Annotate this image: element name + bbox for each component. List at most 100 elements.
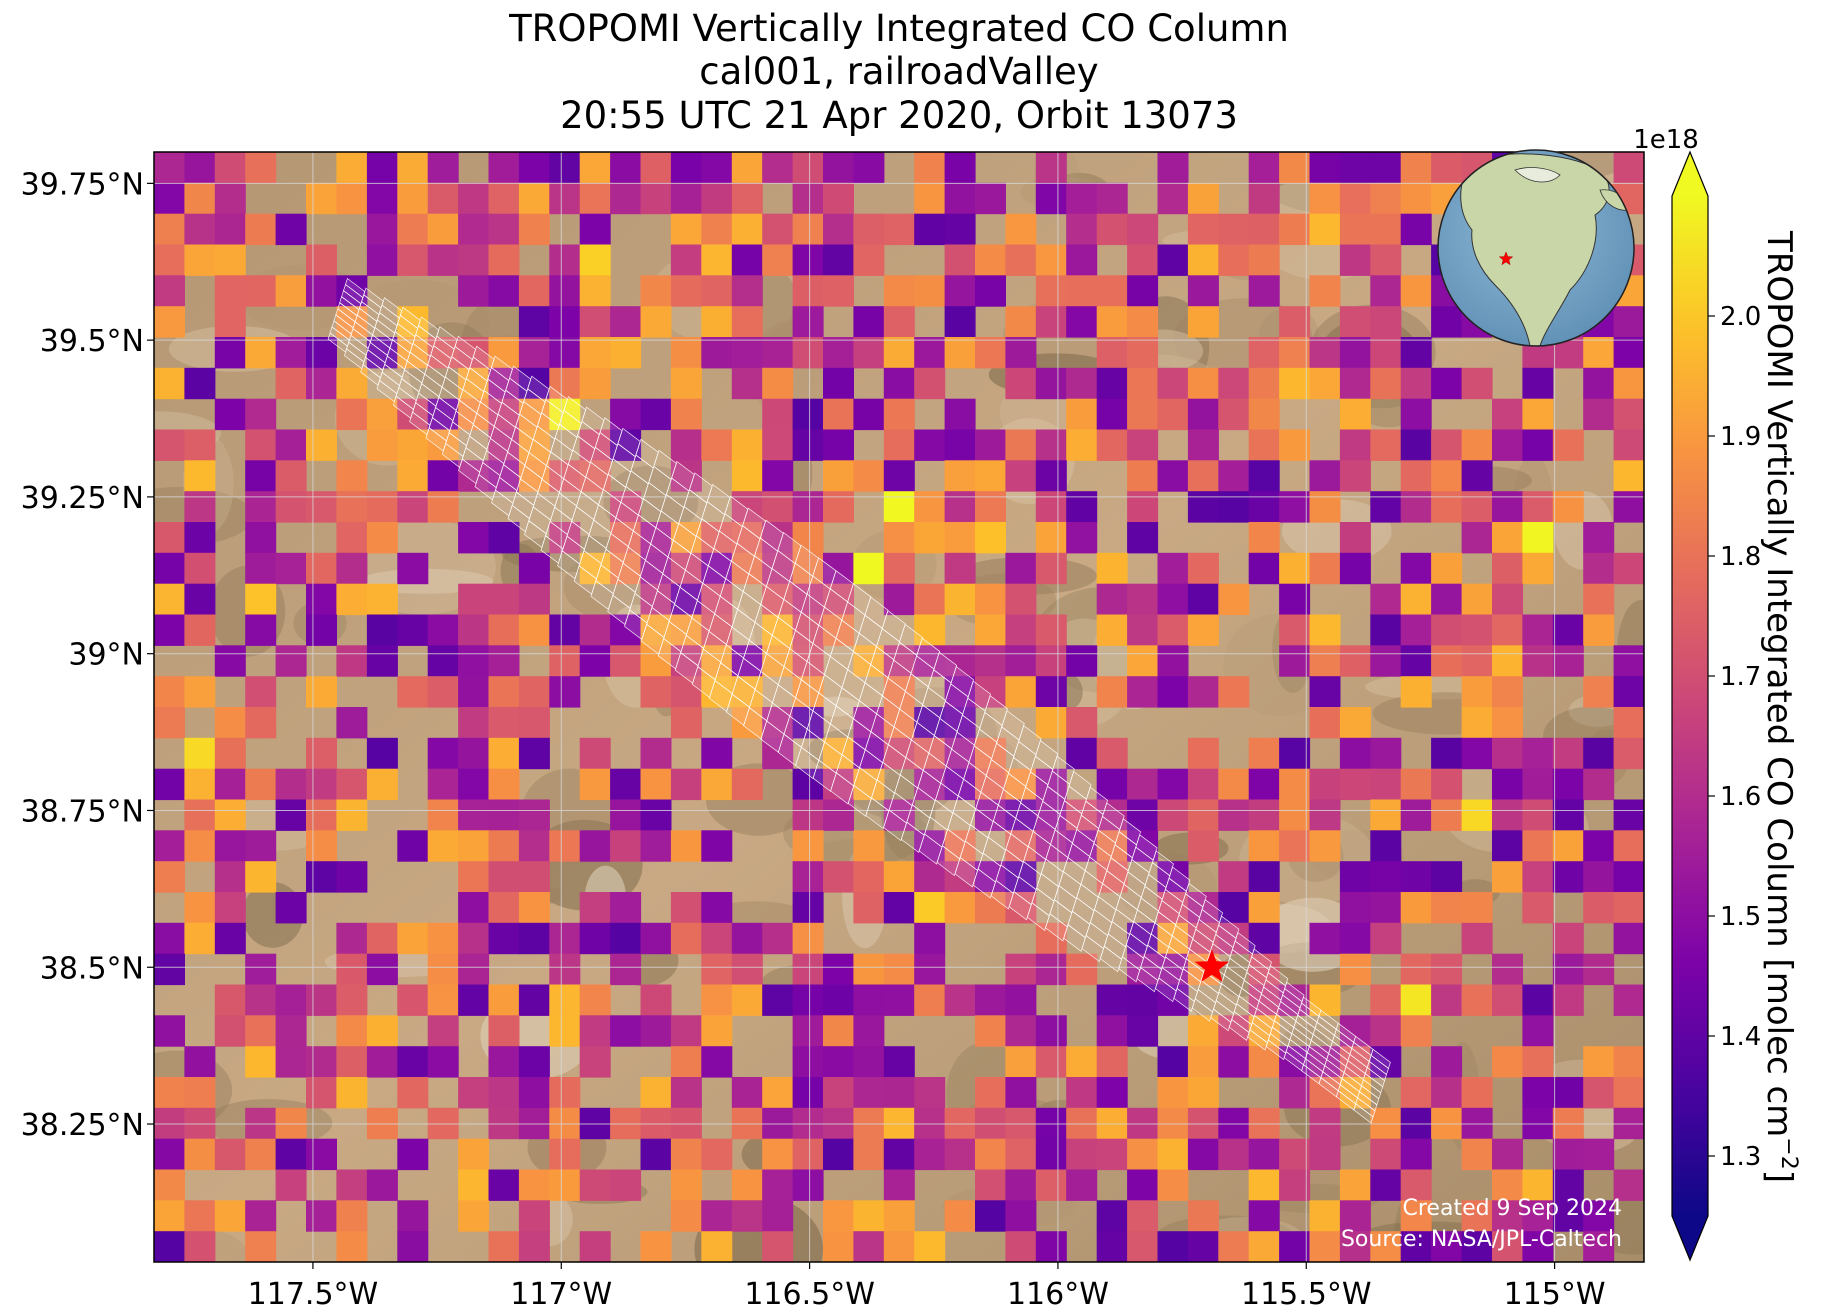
co-pixel bbox=[640, 398, 672, 431]
swath-footprint bbox=[918, 833, 943, 865]
co-pixel bbox=[883, 892, 915, 924]
co-pixel bbox=[1066, 244, 1098, 276]
co-pixel bbox=[1552, 984, 1584, 1016]
co-pixel bbox=[1066, 182, 1098, 215]
co-pixel bbox=[883, 984, 915, 1016]
co-pixel bbox=[184, 182, 216, 215]
co-pixel bbox=[762, 1200, 794, 1232]
co-pixel bbox=[184, 583, 216, 616]
co-pixel bbox=[731, 152, 763, 184]
co-pixel bbox=[1279, 1231, 1311, 1262]
co-pixel bbox=[1339, 244, 1371, 276]
co-pixel bbox=[366, 398, 398, 431]
co-pixel bbox=[670, 522, 702, 554]
co-pixel bbox=[792, 922, 824, 955]
co-pixel bbox=[731, 1169, 763, 1201]
co-pixel bbox=[1400, 1015, 1432, 1047]
co-pixel bbox=[579, 922, 611, 955]
co-pixel bbox=[853, 1015, 885, 1047]
co-pixel bbox=[306, 1138, 337, 1171]
co-pixel bbox=[579, 892, 611, 924]
co-pixel bbox=[1157, 922, 1189, 955]
co-pixel bbox=[1370, 1107, 1402, 1140]
co-pixel bbox=[1035, 460, 1067, 492]
co-pixel bbox=[1339, 460, 1371, 492]
co-pixel bbox=[1370, 737, 1402, 770]
co-pixel bbox=[1370, 213, 1402, 246]
co-pixel bbox=[944, 491, 976, 523]
co-pixel bbox=[1066, 953, 1098, 986]
co-pixel bbox=[275, 213, 307, 246]
colorbar-tick-label: 1.7 bbox=[1720, 662, 1761, 692]
colorbar-label-superscript: −2 bbox=[1776, 1137, 1801, 1169]
co-pixel bbox=[306, 429, 337, 461]
co-pixel bbox=[823, 213, 854, 246]
co-pixel bbox=[610, 830, 642, 862]
co-pixel bbox=[1309, 1077, 1341, 1109]
co-pixel bbox=[275, 892, 307, 924]
co-pixel bbox=[1400, 583, 1432, 616]
co-pixel bbox=[1157, 182, 1189, 215]
co-pixel bbox=[610, 922, 642, 955]
co-pixel bbox=[184, 1107, 216, 1140]
co-pixel bbox=[275, 984, 307, 1016]
co-pixel bbox=[1127, 830, 1159, 862]
co-pixel bbox=[914, 1231, 946, 1262]
co-pixel bbox=[245, 1138, 277, 1171]
co-pixel bbox=[1552, 491, 1584, 523]
co-pixel bbox=[306, 737, 337, 770]
co-pixel bbox=[306, 275, 337, 307]
co-pixel bbox=[1339, 1015, 1371, 1047]
co-pixel bbox=[488, 244, 520, 276]
co-pixel bbox=[853, 830, 885, 862]
co-pixel bbox=[1157, 244, 1189, 276]
co-pixel bbox=[792, 398, 824, 431]
map-gridlines bbox=[154, 152, 1644, 1262]
co-pixel bbox=[1309, 491, 1341, 523]
co-pixel bbox=[944, 1200, 976, 1232]
co-pixel bbox=[488, 645, 520, 677]
co-pixel bbox=[306, 768, 337, 801]
co-pixel bbox=[458, 707, 490, 739]
co-pixel bbox=[427, 984, 459, 1016]
co-pixel bbox=[214, 1015, 246, 1047]
co-pixel bbox=[184, 737, 216, 770]
co-pixel bbox=[1461, 522, 1493, 554]
co-pixel bbox=[366, 583, 398, 616]
co-pixel bbox=[1400, 676, 1432, 708]
co-pixel bbox=[853, 552, 885, 585]
co-pixel bbox=[1522, 737, 1554, 770]
co-pixel bbox=[883, 1231, 915, 1262]
co-pixel bbox=[823, 1200, 854, 1232]
co-pixel bbox=[610, 1015, 642, 1047]
co-pixel bbox=[944, 892, 976, 924]
co-pixel bbox=[1096, 1231, 1128, 1262]
co-pixel bbox=[1339, 737, 1371, 770]
co-pixel bbox=[640, 1077, 672, 1109]
co-pixel bbox=[670, 922, 702, 955]
co-pixel bbox=[1552, 737, 1584, 770]
co-pixel bbox=[1461, 799, 1493, 831]
co-pixel bbox=[1400, 1200, 1432, 1232]
co-pixel bbox=[427, 429, 459, 461]
co-pixel bbox=[1005, 337, 1037, 369]
co-pixel bbox=[397, 1200, 429, 1232]
co-pixel bbox=[154, 1107, 185, 1140]
co-pixel bbox=[914, 152, 946, 184]
colorbar-exponent: 1e18 bbox=[1633, 125, 1699, 155]
swath-footprint bbox=[1154, 977, 1177, 1003]
co-pixel bbox=[1279, 799, 1311, 831]
co-pixel bbox=[1187, 737, 1219, 770]
co-pixel bbox=[792, 213, 824, 246]
co-pixel bbox=[823, 768, 854, 801]
co-pixel bbox=[1613, 429, 1644, 461]
co-pixel bbox=[214, 984, 246, 1016]
co-pixel bbox=[579, 429, 611, 461]
co-pixel bbox=[944, 337, 976, 369]
co-pixel bbox=[1096, 213, 1128, 246]
co-pixel bbox=[1522, 429, 1554, 461]
co-pixel bbox=[275, 1138, 307, 1171]
co-pixel bbox=[397, 1231, 429, 1262]
co-pixel bbox=[1248, 522, 1280, 554]
co-pixel bbox=[1157, 367, 1189, 400]
